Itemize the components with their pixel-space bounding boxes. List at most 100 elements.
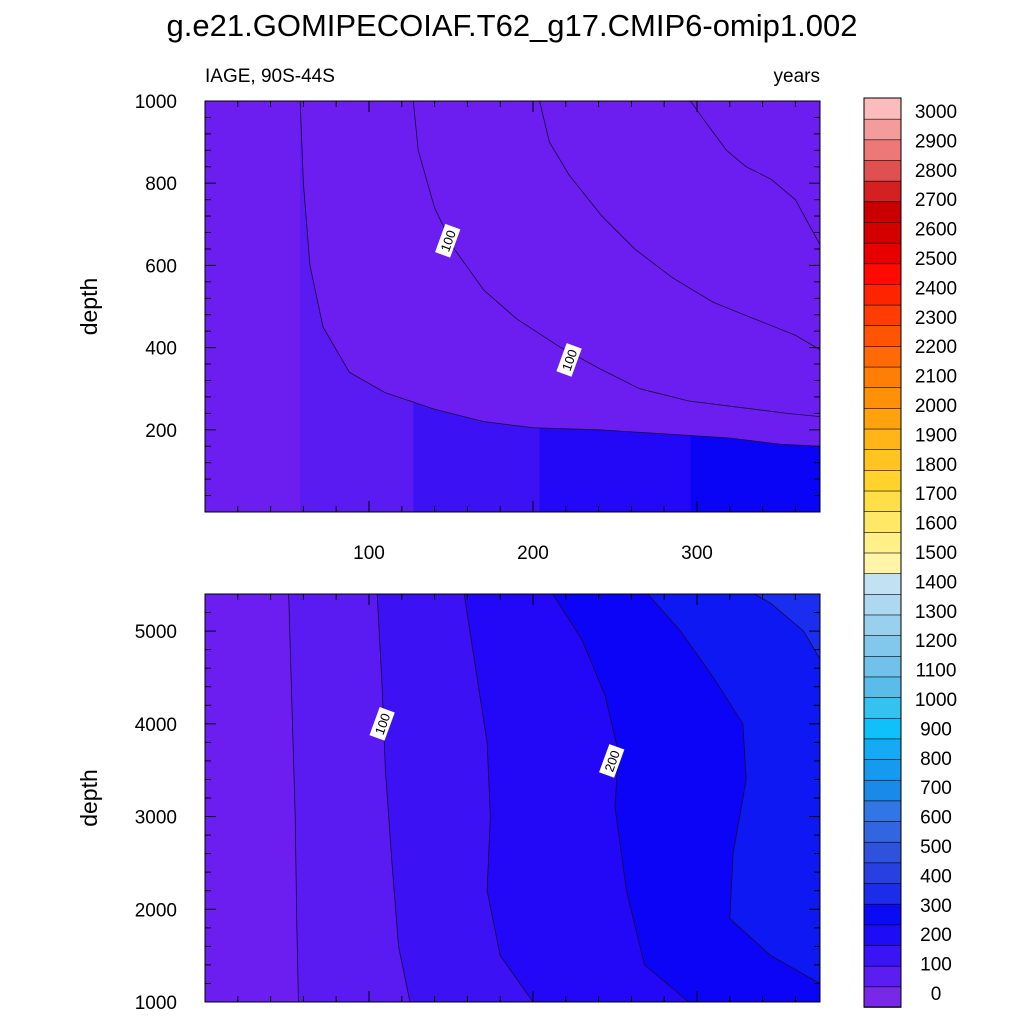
contour-label-text: 100 [437, 228, 459, 254]
colorbar-swatch [863, 304, 902, 327]
colorbar-swatch [863, 696, 902, 719]
colorbar-label: 900 [920, 719, 952, 740]
colorbar-label: 0 [931, 984, 942, 1005]
contour-label-box [369, 706, 395, 741]
y-tick-label: 2000 [135, 900, 177, 921]
y-tick-label: 600 [145, 256, 177, 277]
colorbar-swatch [863, 407, 902, 430]
colorbar-label: 1000 [915, 690, 957, 711]
colorbar-label: 3000 [915, 102, 957, 123]
contour-label-box [435, 223, 461, 258]
colorbar-swatch [863, 965, 902, 988]
colorbar-swatch [863, 655, 902, 678]
colorbar-swatch [863, 944, 902, 967]
colorbar-swatch [863, 139, 902, 161]
colorbar-frame [863, 97, 902, 1008]
colorbar-swatch [863, 324, 902, 347]
colorbar-swatch [863, 490, 902, 512]
colorbar-label: 1600 [915, 514, 957, 535]
colorbar-label: 700 [920, 778, 952, 799]
colorbar-swatch [863, 366, 902, 389]
colorbar-label: 1700 [915, 484, 957, 505]
y-tick-label: 400 [145, 339, 177, 360]
top-panel: 100 100 100 200 300 200 400 600 800 1000 depth [76, 92, 821, 564]
colorbar-label: 2900 [915, 131, 957, 152]
y-tick-label: 3000 [135, 808, 177, 829]
colorbar-label: 2200 [915, 337, 957, 358]
contour-band [205, 101, 820, 512]
x-tick-label: 200 [517, 543, 549, 564]
colorbar-swatch [863, 531, 902, 554]
colorbar-swatch [863, 614, 902, 636]
colorbar-swatch [863, 200, 902, 223]
colorbar-swatch [863, 448, 902, 471]
colorbar-swatch [863, 738, 902, 760]
colorbar-swatch [863, 552, 902, 574]
colorbar-swatch [863, 159, 902, 182]
colorbar-label: 800 [920, 749, 952, 770]
colorbar-swatch [863, 283, 902, 306]
colorbar-swatch [863, 882, 902, 905]
contour-label: 100 [369, 706, 395, 741]
contour-line [552, 594, 690, 1002]
colorbar-label: 1400 [915, 572, 957, 593]
colorbar-swatch [863, 820, 902, 843]
subtitle-left: IAGE, 90S-44S [205, 66, 335, 87]
contour-line [463, 594, 534, 1002]
colorbar-label: 300 [920, 896, 952, 917]
colorbar-swatch [863, 903, 902, 926]
y-tick-label: 800 [145, 174, 177, 195]
colorbar-label: 1100 [916, 661, 957, 682]
colorbar-swatch [863, 345, 902, 368]
colorbar-swatch [863, 572, 902, 595]
colorbar-label: 200 [920, 925, 952, 946]
colorbar-swatch [863, 180, 902, 203]
y-axis-label: depth [76, 769, 102, 827]
contour-line [288, 594, 299, 1002]
contour-line [647, 594, 820, 984]
plot-area [205, 101, 820, 512]
plot-area [205, 594, 820, 1002]
y-tick-label: 1000 [135, 993, 177, 1014]
contour-line [690, 101, 820, 246]
contour-line [299, 101, 820, 447]
colorbar-label: 2600 [915, 220, 957, 241]
contour-band [205, 594, 299, 1002]
y-tick-label: 5000 [135, 622, 177, 643]
contour-label: 100 [435, 223, 461, 258]
contour-line [539, 101, 820, 351]
colorbar-label: 2300 [915, 308, 957, 329]
colorbar-swatch [863, 841, 902, 864]
colorbar-label: 1900 [915, 425, 957, 446]
y-tick-label: 4000 [135, 715, 177, 736]
colorbar-label: 2700 [915, 190, 957, 211]
contour-line [412, 101, 820, 418]
contour-label-box [599, 744, 625, 778]
colorbar-swatch [863, 97, 902, 120]
colorbar-label: 2100 [915, 367, 957, 388]
colorbar-label: 1500 [915, 543, 957, 564]
contour-line [376, 594, 411, 1002]
colorbar-swatch [863, 221, 902, 244]
colorbar-label: 2800 [915, 161, 957, 182]
contour-label: 100 [556, 343, 582, 377]
colorbar-label: 1200 [915, 631, 957, 652]
colorbar-label: 1800 [915, 455, 957, 476]
subtitle-right: years [774, 66, 820, 87]
colorbar-label: 500 [920, 837, 952, 858]
colorbar-swatch [863, 262, 902, 285]
colorbar-swatch [863, 800, 902, 822]
colorbar-swatch [863, 593, 902, 616]
colorbar-label: 2400 [915, 278, 957, 299]
colorbar-swatch [863, 717, 902, 740]
contour-label-text: 200 [601, 748, 623, 774]
colorbar-swatch [863, 469, 902, 492]
colorbar-swatch [863, 758, 902, 781]
x-tick-label: 300 [681, 543, 713, 564]
colorbar-swatch [863, 924, 902, 946]
bottom-panel: 100 200 1000 2000 3000 4000 5000 depth [76, 593, 821, 1014]
colorbar-swatch [863, 779, 902, 802]
colorbar-swatch [863, 510, 902, 533]
y-axis-label: depth [76, 278, 102, 336]
